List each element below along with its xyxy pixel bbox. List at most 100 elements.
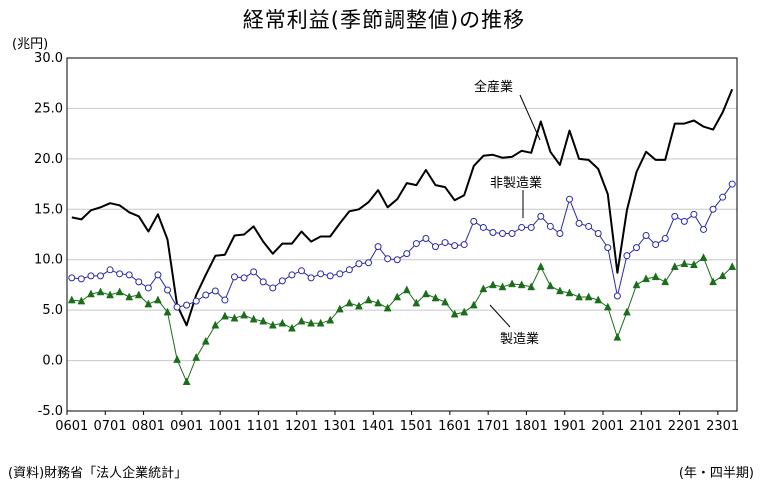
data-point-mfg [479,284,488,293]
series-mfg [67,253,737,386]
x-tick-label: 2301 [706,419,739,434]
data-point-mfg [163,307,172,316]
data-point-mfg [728,262,737,271]
data-point-mfg [249,314,258,323]
x-tick-label: 0901 [170,419,203,434]
data-point-nonmfg [374,243,382,251]
x-tick-label: 1401 [362,419,395,434]
data-point-nonmfg [594,229,602,237]
data-point-nonmfg [336,270,344,278]
data-point-mfg [709,277,717,286]
data-point-mfg [192,352,201,361]
data-point-nonmfg [537,212,545,220]
data-point-mfg [469,300,478,309]
data-point-mfg [316,318,325,327]
data-point-nonmfg [575,219,583,227]
data-point-nonmfg [451,242,459,250]
data-point-mfg [623,307,631,316]
data-point-mfg [718,271,727,280]
data-point-mfg [642,274,650,283]
data-point-mfg [144,299,153,308]
x-tick-label: 0601 [55,419,88,434]
data-point-mfg [489,280,497,289]
data-point-mfg [230,313,239,322]
data-point-mfg [355,301,363,310]
data-point-nonmfg [384,255,392,263]
series-line-all [71,88,734,327]
data-point-nonmfg [202,291,210,299]
data-point-nonmfg [135,278,143,286]
data-point-nonmfg [164,286,171,294]
x-tick-label: 1901 [553,419,586,434]
data-point-nonmfg [269,284,277,292]
source-note: (資料)財務省「法人企業統計」 [8,466,188,481]
data-point-nonmfg [192,297,200,305]
data-point-nonmfg [106,266,114,274]
y-axis-ticks: -5.0 0.0 5.0 10.0 15.0 20.0 25.0 30.0 [34,51,63,419]
data-point-mfg [422,289,430,298]
data-point-mfg [594,295,603,304]
series-all [71,88,734,327]
data-point-nonmfg [700,225,707,233]
x-tick-label: 1701 [476,419,509,434]
data-point-nonmfg [719,193,727,201]
data-point-nonmfg [508,229,516,237]
data-point-nonmfg [154,271,162,279]
data-point-nonmfg [470,217,478,225]
data-point-mfg [412,298,421,307]
x-unit-label: (年・四半期) [678,466,754,481]
x-tick-label: 1101 [247,419,280,434]
data-point-mfg [211,320,220,329]
data-point-nonmfg [728,180,736,188]
data-point-nonmfg [566,195,573,203]
data-point-nonmfg [365,259,372,267]
data-point-nonmfg [479,223,487,231]
data-point-nonmfg [613,292,621,300]
y-unit-label: (兆円) [12,37,49,52]
data-point-nonmfg [183,301,191,309]
data-point-nonmfg [556,229,564,237]
x-tick-label: 1601 [438,419,471,434]
data-point-nonmfg [393,256,401,264]
data-point-mfg [460,307,469,316]
data-point-mfg [221,311,229,320]
data-point-mfg [402,285,411,294]
data-point-mfg [96,287,105,296]
data-point-mfg [173,355,181,363]
data-point-mfg [690,260,698,269]
data-point-mfg [297,316,306,325]
data-point-nonmfg [661,235,669,243]
y-tick-label: 20.0 [34,152,63,167]
y-tick-label: -5.0 [38,404,63,419]
y-tick-label: 15.0 [34,202,63,217]
data-point-nonmfg [671,212,679,220]
data-point-nonmfg [77,275,85,283]
x-tick-label: 1501 [400,419,433,434]
data-point-mfg [431,293,440,302]
all-annotation-leader [519,94,541,141]
data-point-nonmfg [116,270,124,278]
data-point-mfg [335,304,344,313]
data-point-nonmfg [527,223,535,231]
data-point-mfg [536,262,545,271]
mfg-annotation: 製造業 [500,331,539,347]
data-point-mfg [393,292,402,301]
data-point-nonmfg [633,244,640,252]
data-point-nonmfg [298,267,305,275]
data-point-nonmfg [499,229,506,237]
data-point-mfg [326,315,335,324]
data-point-nonmfg [68,274,76,282]
data-point-mfg [584,292,593,301]
y-tick-label: 10.0 [34,253,63,268]
data-point-nonmfg [546,222,554,230]
data-point-nonmfg [278,277,286,285]
x-tick-label: 1001 [208,419,241,434]
y-tick-label: 25.0 [34,101,63,116]
data-point-mfg [307,318,315,327]
data-point-mfg [651,272,660,281]
data-point-mfg [87,289,95,298]
x-axis-ticks: 0601 0701 0801 0901 1001 1101 1201 1301 1401 1501… [55,411,739,434]
chart-title: 経常利益(季節調整値)の推移 [242,8,526,32]
data-point-nonmfg [623,252,631,260]
data-point-nonmfg [144,284,152,292]
